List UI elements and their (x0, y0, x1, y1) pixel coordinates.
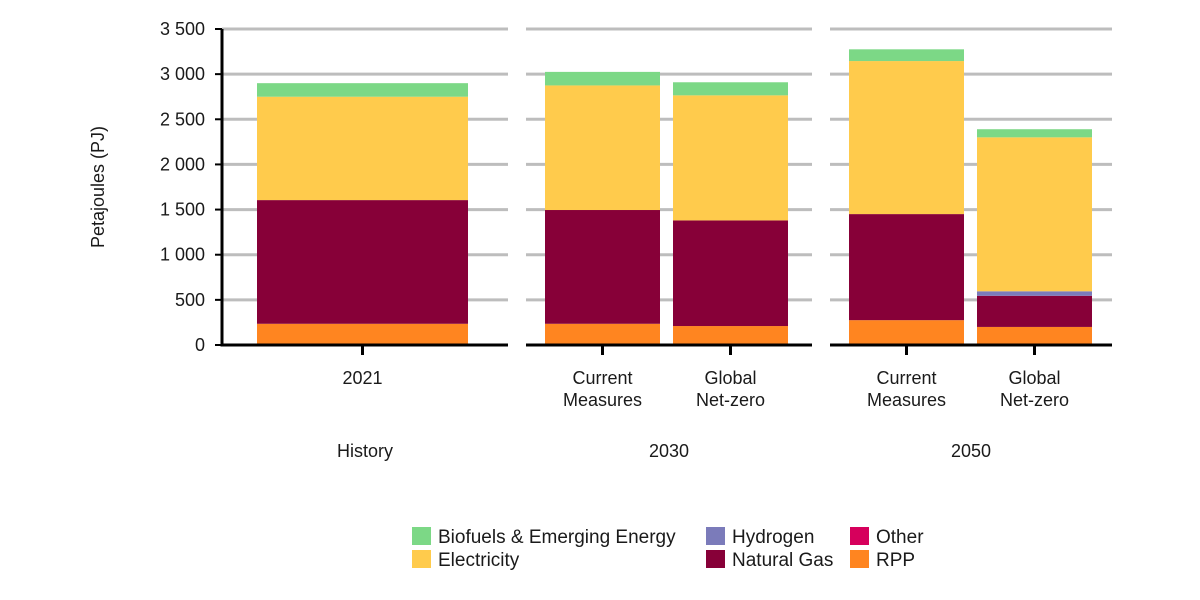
bars (257, 49, 1092, 345)
bar-segment-electricity-4 (977, 137, 1092, 292)
bar-segment-biofuels-emerging-energy-3 (849, 49, 964, 62)
bar-segment-electricity-0 (257, 96, 468, 201)
x-tick-label-line-2-1-0: Global (1008, 368, 1060, 388)
x-tick-label-line-2-0-0: Current (876, 368, 936, 388)
legend-swatch-rpp (850, 550, 869, 568)
y-tick-label-1000: 1 000 (160, 245, 205, 265)
x-tick-label-2-0: Current Measures (867, 368, 946, 410)
y-tick-label-2500: 2 500 (160, 109, 205, 129)
x-tick-label-1-0: Current Measures (563, 368, 642, 410)
x-tick-label-line-0-0-0: 2021 (342, 368, 382, 388)
bar-segment-natural-gas-2 (673, 220, 788, 327)
bar-segment-rpp-0 (257, 323, 468, 345)
bar-segment-biofuels-emerging-energy-4 (977, 129, 1092, 138)
legend: Biofuels & Emerging Energy Hydrogen Other E… (412, 527, 924, 571)
legend-label-rpp: RPP (876, 550, 915, 571)
x-tick-label-line-2-1-1: Net-zero (1000, 390, 1069, 410)
bar-segment-rpp-3 (849, 320, 964, 345)
panel-label-history: History (337, 441, 393, 461)
bar-segment-electricity-1 (545, 85, 660, 211)
legend-label-electricity: Electricity (438, 550, 520, 571)
bar-segment-hydrogen-4 (977, 291, 1092, 296)
y-axis-ticks: 0 500 1 000 1 500 2 000 2 500 3 000 3 500 (160, 19, 222, 355)
y-tick-label-2000: 2 000 (160, 154, 205, 174)
y-tick-label-1500: 1 500 (160, 200, 205, 220)
legend-label-hydrogen: Hydrogen (732, 527, 814, 548)
y-axis-title: Petajoules (PJ) (88, 126, 108, 248)
legend-label-other: Other (876, 527, 924, 548)
bar-segment-rpp-2 (673, 326, 788, 345)
panel-label-2030: 2030 (649, 441, 689, 461)
x-tick-label-line-1-1-1: Net-zero (696, 390, 765, 410)
bar-segment-biofuels-emerging-energy-2 (673, 82, 788, 96)
legend-label-natural-gas: Natural Gas (732, 550, 833, 571)
legend-swatch-natural-gas (706, 550, 725, 568)
y-tick-label-3000: 3 000 (160, 64, 205, 84)
x-tick-label-line-1-0-1: Measures (563, 390, 642, 410)
x-tick-label-line-1-0-0: Current (572, 368, 632, 388)
panel-label-2050: 2050 (951, 441, 991, 461)
bar-segment-biofuels-emerging-energy-0 (257, 83, 468, 97)
legend-swatch-biofuels-emerging-energy (412, 527, 431, 545)
x-tick-label-line-2-0-1: Measures (867, 390, 946, 410)
x-tick-label-1-1: Global Net-zero (696, 368, 765, 410)
bar-segment-natural-gas-3 (849, 214, 964, 321)
bar-segment-biofuels-emerging-energy-1 (545, 71, 660, 86)
bar-segment-rpp-4 (977, 326, 1092, 345)
bar-segment-natural-gas-4 (977, 295, 1092, 327)
y-tick-label-3500: 3 500 (160, 19, 205, 39)
y-tick-label-0: 0 (195, 335, 205, 355)
x-tick-label-0-0: 2021 (342, 368, 382, 388)
y-tick-label-500: 500 (175, 290, 205, 310)
bar-segment-natural-gas-0 (257, 200, 468, 324)
bar-segment-electricity-3 (849, 61, 964, 215)
legend-label-biofuels-emerging-energy: Biofuels & Emerging Energy (438, 527, 676, 548)
legend-swatch-other (850, 527, 869, 545)
bar-segment-electricity-2 (673, 95, 788, 221)
x-tick-label-2-1: Global Net-zero (1000, 368, 1069, 410)
bar-segment-rpp-1 (545, 323, 660, 345)
legend-swatch-hydrogen (706, 527, 725, 545)
legend-swatch-electricity (412, 550, 431, 568)
bar-segment-natural-gas-1 (545, 210, 660, 324)
x-tick-label-line-1-1-0: Global (704, 368, 756, 388)
